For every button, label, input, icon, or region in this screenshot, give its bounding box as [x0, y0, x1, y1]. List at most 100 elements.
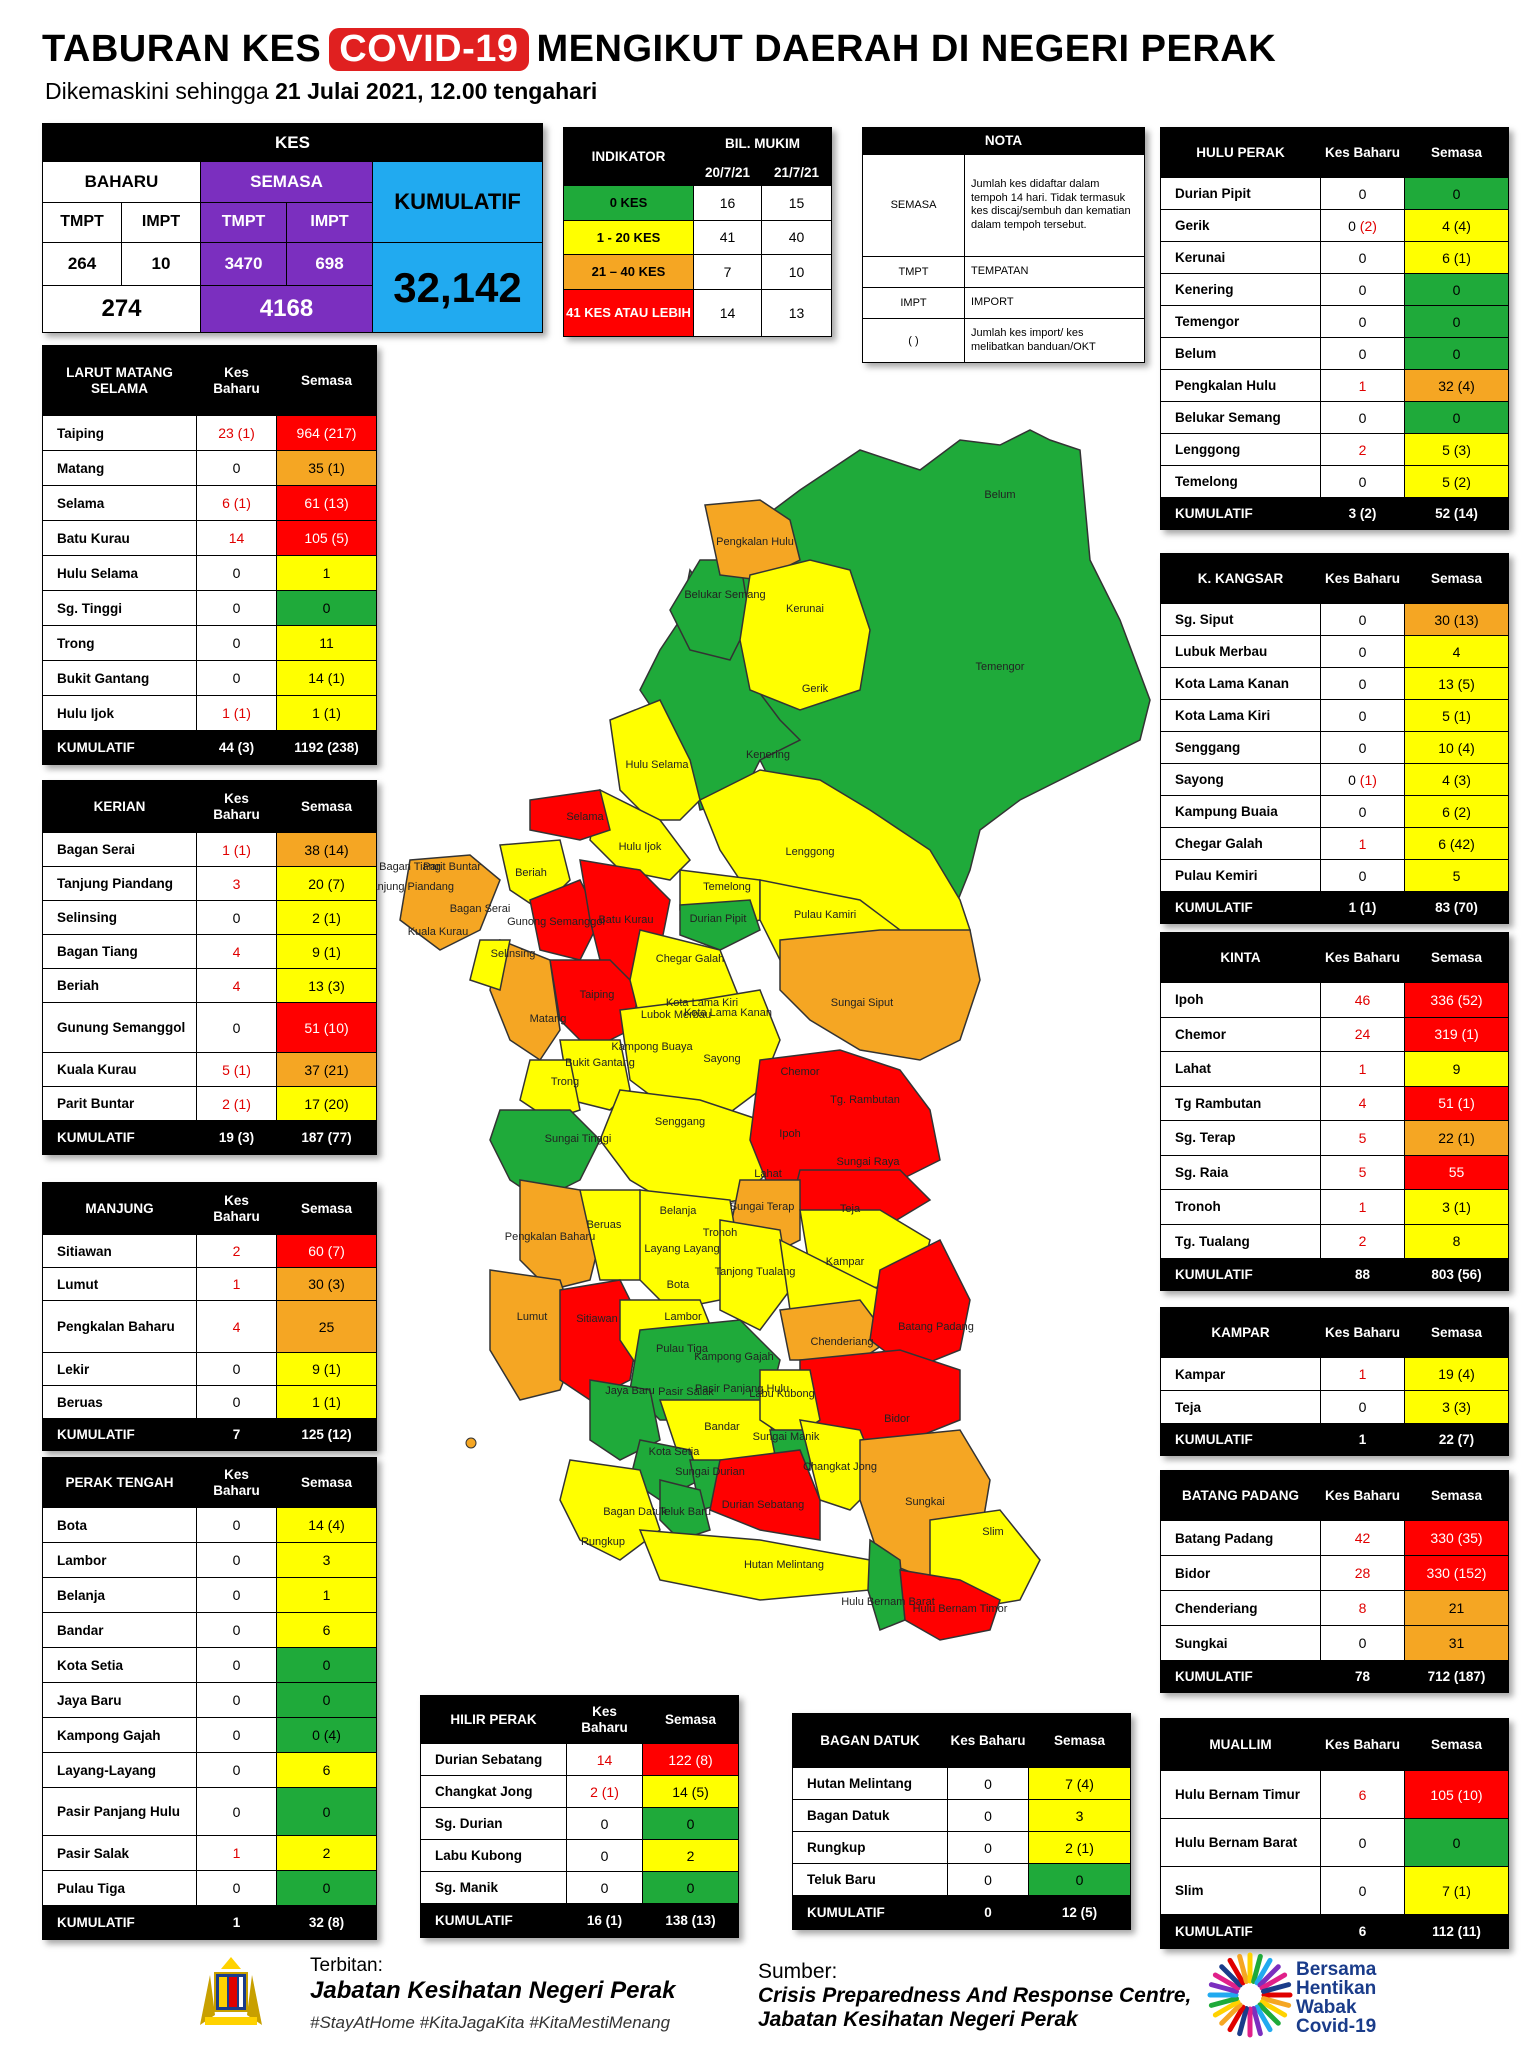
sunburst-ray — [1254, 2004, 1273, 2033]
kes-impt-label: IMPT — [121, 201, 201, 244]
mukim-row: Pasir Panjang Hulu 0 0 — [42, 1787, 377, 1836]
mukim-kes-baharu: 2 (1) — [566, 1775, 643, 1808]
mukim-kes-baharu: 0 — [947, 1863, 1029, 1896]
mukim-name: Sungkai — [1160, 1625, 1321, 1661]
mukim-row: Lekir 0 9 (1) — [42, 1352, 377, 1386]
map-label: Hulu Ijok — [619, 841, 662, 853]
nota-row: IMPT IMPORT — [862, 287, 1145, 320]
kumulatif-label: KUMULATIF — [420, 1903, 567, 1938]
nota-key: ( ) — [862, 318, 965, 363]
mukim-semasa: 2 — [276, 1835, 377, 1871]
mukim-kes-baharu: 5 — [1320, 1154, 1405, 1190]
mukim-kes-baharu: 0 — [196, 1577, 277, 1613]
district-kumulatif-row: KUMULATIF 7 125 (12) — [42, 1418, 377, 1451]
mukim-semasa: 0 (4) — [276, 1717, 377, 1753]
map-label: Kampong Gajah — [694, 1351, 774, 1363]
mukim-name: Teluk Baru — [792, 1863, 948, 1896]
map-label: Sungai Durian — [675, 1466, 745, 1478]
footer-source: Sumber: Crisis Preparedness And Response… — [758, 1960, 1191, 2032]
mukim-name: Selama — [42, 485, 197, 521]
mukim-name: Kota Setia — [42, 1647, 197, 1683]
mukim-name: Hulu Bernam Timur — [1160, 1770, 1321, 1819]
mukim-name: Bidor — [1160, 1555, 1321, 1591]
mukim-kes-baharu: 2 — [1320, 1223, 1405, 1259]
district-kumulatif-row: KUMULATIF 16 (1) 138 (13) — [420, 1903, 739, 1938]
kumulatif-kes-baharu: 1 (1) — [1320, 891, 1405, 924]
mukim-row: Trong 0 11 — [42, 625, 377, 661]
map-label: Labu Kubong — [749, 1388, 814, 1400]
district-kumulatif-row: KUMULATIF 78 712 (187) — [1160, 1660, 1509, 1693]
mukim-name: Labu Kubong — [420, 1839, 567, 1872]
indikator-date-2: 21/7/21 — [761, 159, 832, 187]
district-table-kampar: KAMPAR Kes Baharu Semasa Kampar 1 19 (4) Teja 0… — [1160, 1307, 1509, 1456]
region-hulu-bernam-barat — [867, 1538, 906, 1632]
mukim-name: Belukar Semang — [1160, 401, 1321, 434]
mukim-row: Hulu Bernam Barat 0 0 — [1160, 1818, 1509, 1867]
mukim-row: Chegar Galah 1 6 (42) — [1160, 827, 1509, 860]
kes-baharu-impt: 10 — [121, 242, 201, 286]
mukim-kes-baharu: 24 — [1320, 1016, 1405, 1052]
mukim-kes-baharu: 0 — [1320, 1625, 1405, 1661]
mukim-name: Kampar — [1160, 1357, 1321, 1391]
map-label: Belanja — [660, 1205, 698, 1217]
map-label: Slim — [982, 1526, 1003, 1538]
indikator-value-20: 16 — [693, 185, 762, 221]
mukim-kes-baharu: 0 — [566, 1839, 643, 1872]
mukim-name: Layang-Layang — [42, 1752, 197, 1788]
district-title: KAMPAR — [1160, 1307, 1321, 1358]
crest-icon — [200, 1957, 262, 2025]
region-lumut — [489, 1269, 581, 1401]
kes-kumulatif-header: KUMULATIF — [371, 161, 544, 244]
mukim-kes-baharu: 14 — [196, 520, 277, 556]
mukim-semasa: 14 (5) — [642, 1775, 739, 1808]
mukim-name: Pengkalan Baharu — [42, 1300, 197, 1353]
district-header: PERAK TENGAH Kes Baharu Semasa — [42, 1457, 377, 1508]
mukim-kes-baharu: 1 — [196, 1267, 277, 1301]
kumulatif-label: KUMULATIF — [1160, 891, 1321, 924]
mukim-semasa: 10 (4) — [1404, 731, 1509, 764]
mukim-semasa: 2 (1) — [276, 900, 377, 935]
mukim-semasa: 6 — [276, 1612, 377, 1648]
kumulatif-label: KUMULATIF — [1160, 1660, 1321, 1693]
mukim-name: Belanja — [42, 1577, 197, 1613]
mukim-semasa: 9 — [1404, 1051, 1509, 1087]
mukim-kes-baharu: 0 — [947, 1799, 1029, 1832]
map-label: Taiping — [580, 989, 615, 1001]
map-label: Bagan Tiang — [379, 861, 441, 873]
footer-hashtags: #StayAtHome #KitaJagaKita #KitaMestiMena… — [310, 2013, 671, 2032]
mukim-semasa: 0 — [1028, 1863, 1131, 1896]
map-label: Selinsing — [491, 948, 536, 960]
mukim-row: Belanja 0 1 — [42, 1577, 377, 1613]
map-label: Ipoh — [779, 1128, 800, 1140]
sunburst-ray — [1257, 1964, 1281, 1988]
mukim-row: Beriah 4 13 (3) — [42, 968, 377, 1003]
map-label: Durian Sebatang — [722, 1499, 805, 1511]
kumulatif-label: KUMULATIF — [1160, 1258, 1321, 1291]
mukim-semasa: 3 — [276, 1542, 377, 1578]
indikator-header: INDIKATOR — [563, 126, 694, 187]
mukim-semasa: 5 (2) — [1404, 465, 1509, 498]
nota-key: SEMASA — [862, 154, 965, 257]
nota-value: Jumlah kes didaftar dalam tempoh 14 hari… — [964, 154, 1145, 257]
mukim-name: Pulau Tiga — [42, 1870, 197, 1906]
kumulatif-semasa: 803 (56) — [1404, 1258, 1509, 1291]
mukim-kes-baharu: 1 (1) — [196, 832, 277, 867]
mukim-name: Sg. Raia — [1160, 1154, 1321, 1190]
mukim-row: Kerunai 0 6 (1) — [1160, 241, 1509, 274]
sunburst-ray — [1227, 2004, 1246, 2033]
perak-crest — [175, 1955, 287, 2035]
mukim-name: Durian Pipit — [1160, 177, 1321, 210]
mukim-name: Bandar — [42, 1612, 197, 1648]
kes-baharu-col-header: Kes Baharu — [1320, 1470, 1405, 1521]
mukim-semasa: 105 (5) — [276, 520, 377, 556]
mukim-row: Pulau Tiga 0 0 — [42, 1870, 377, 1906]
mukim-row: Kampar 1 19 (4) — [1160, 1357, 1509, 1391]
mukim-row: Teja 0 3 (3) — [1160, 1390, 1509, 1424]
district-table-muallim: MUALLIM Kes Baharu Semasa Hulu Bernam Timur… — [1160, 1718, 1509, 1949]
indikator-row: 41 KES ATAU LEBIH 14 13 — [563, 288, 832, 338]
district-table-kerian: KERIAN Kes Baharu Semasa Bagan Serai 1 (1) 38… — [42, 780, 377, 1155]
map-label: Bandar — [704, 1421, 740, 1433]
mukim-semasa: 9 (1) — [276, 934, 377, 969]
sunburst-ray — [1254, 1957, 1273, 1986]
mukim-kes-baharu: 4 — [1320, 1085, 1405, 1121]
